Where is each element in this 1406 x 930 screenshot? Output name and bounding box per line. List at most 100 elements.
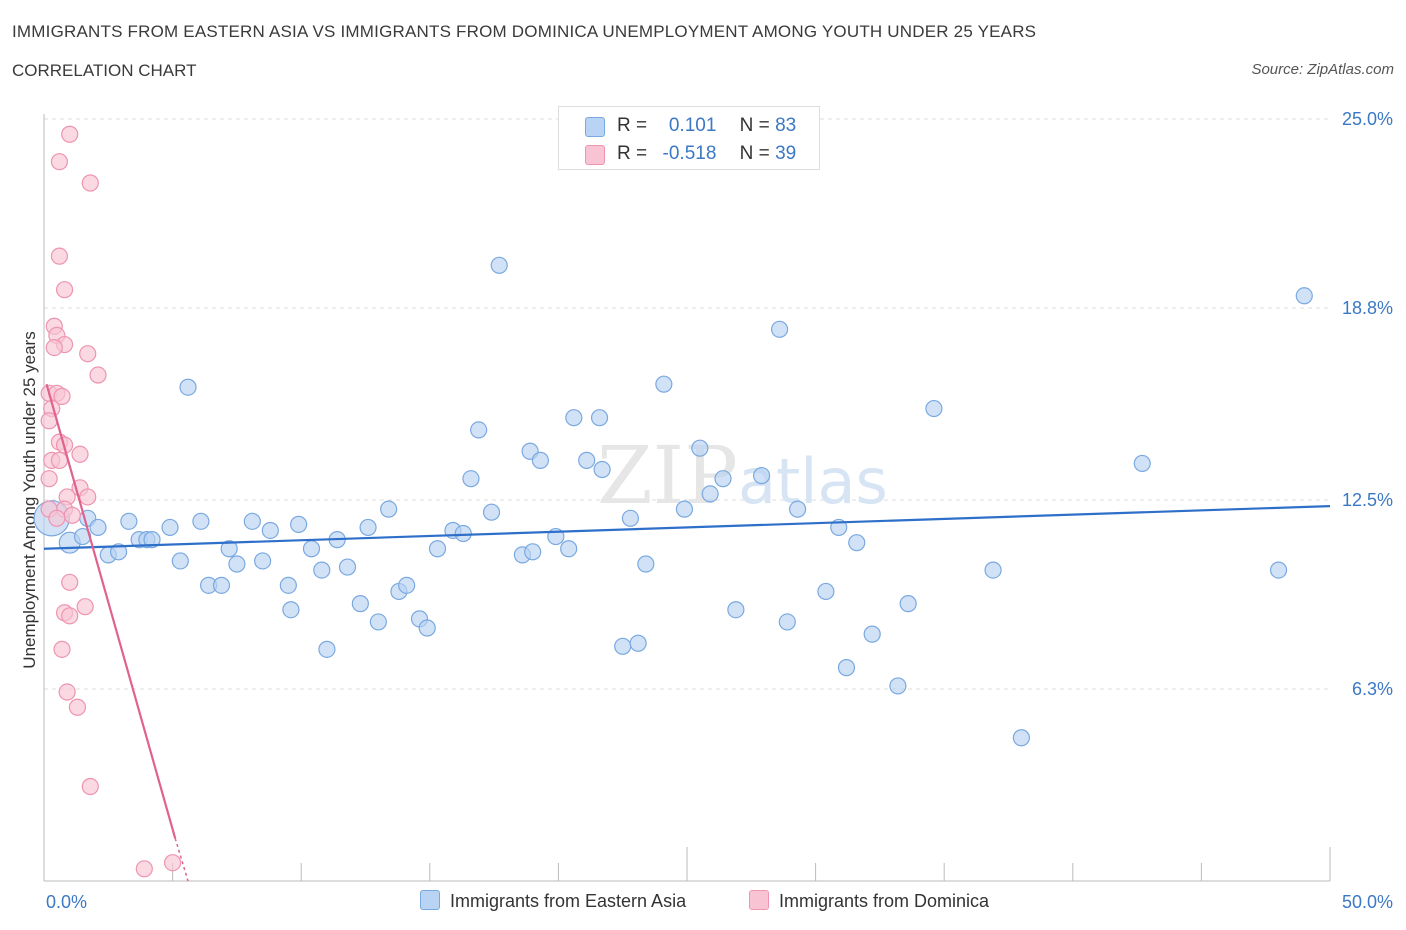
point-eastern-asia-79 [1133,454,1151,473]
n-label: N = [739,143,770,164]
legend-text-dominica: R = -0.518 N = 39 [617,143,796,165]
y-tick-label-1: 18.8% [1342,298,1393,318]
point-eastern-asia-58 [637,555,655,573]
watermark: ZIPatlas [597,429,888,522]
point-eastern-asia-63 [714,470,732,488]
point-eastern-asia-31 [359,518,377,537]
point-dominica-9 [79,345,97,363]
point-dominica-35 [68,698,87,716]
point-eastern-asia-48 [531,451,549,469]
r-value-dominica: -0.518 [662,143,717,164]
point-eastern-asia-22 [279,576,297,594]
point-eastern-asia-25 [302,540,321,558]
point-dominica-36 [81,777,99,796]
point-eastern-asia-59 [655,375,673,393]
point-eastern-asia-42 [470,421,488,439]
point-dominica-3 [50,247,69,265]
point-eastern-asia-11 [161,518,179,537]
r-label: R = [617,143,648,164]
point-eastern-asia-80 [1269,561,1288,579]
legend-swatch-dominica [585,145,605,165]
bottom-legend-eastern-asia: Immigrants from Eastern Asia [420,890,686,912]
point-eastern-asia-33 [380,500,398,518]
point-eastern-asia-62 [701,485,719,503]
point-eastern-asia-26 [313,561,331,579]
n-value-eastern-asia: 83 [775,115,797,136]
point-eastern-asia-19 [243,512,261,530]
point-dominica-8 [45,339,63,357]
point-eastern-asia-50 [560,540,578,558]
point-dominica-1 [50,153,69,171]
bottom-legend-label-dominica: Immigrants from Dominica [779,891,990,911]
point-eastern-asia-47 [524,543,542,561]
point-eastern-asia-23 [282,601,300,619]
point-eastern-asia-69 [817,582,835,601]
y-axis-label: Unemployment Among Youth under 25 years [20,331,39,668]
bottom-legend-swatch-dominica [749,890,769,910]
legend-swatch-eastern-asia [585,117,605,137]
bottom-legend-label-eastern-asia: Immigrants from Eastern Asia [450,891,687,911]
bottom-legend-dominica: Immigrants from Dominica [749,890,989,912]
source-label: Source: ZipAtlas.com [1251,61,1394,78]
r-value-eastern-asia: 0.101 [668,115,717,136]
point-dominica-28 [48,509,66,527]
point-eastern-asia-17 [220,540,238,558]
point-dominica-20 [50,451,69,469]
point-eastern-asia-12 [171,552,189,570]
legend-text-eastern-asia: R = 0.101 N = 83 [617,115,796,137]
point-dominica-29 [61,573,79,591]
y-tick-label-3: 6.3% [1352,679,1393,699]
point-eastern-asia-74 [889,677,907,695]
point-eastern-asia-68 [788,500,807,518]
point-eastern-asia-29 [338,558,357,576]
point-eastern-asia-56 [621,509,640,527]
point-dominica-37 [135,860,153,878]
point-eastern-asia-44 [490,256,508,274]
point-eastern-asia-72 [848,534,866,552]
point-eastern-asia-41 [462,470,480,488]
point-eastern-asia-32 [369,613,387,631]
chart-subtitle: CORRELATION CHART [12,61,197,80]
x-tick-label-max: 50.0% [1342,892,1393,912]
point-dominica-2 [81,174,99,192]
trendline-dominica [45,383,177,839]
point-dominica-38 [164,854,182,872]
point-eastern-asia-27 [318,640,336,658]
point-eastern-asia-20 [254,552,272,570]
point-eastern-asia-54 [593,460,611,479]
point-dominica-10 [89,366,107,384]
point-eastern-asia-35 [398,576,416,594]
point-dominica-26 [63,506,81,524]
point-eastern-asia-60 [675,500,694,518]
y-tick-label-0: 25.0% [1342,109,1393,129]
r-label: R = [617,115,648,136]
point-eastern-asia-51 [565,409,583,427]
point-dominica-0 [61,125,79,143]
point-eastern-asia-4 [89,518,107,537]
n-value-dominica: 39 [775,143,797,164]
point-eastern-asia-76 [925,399,943,418]
point-eastern-asia-24 [290,515,308,533]
point-dominica-24 [79,488,97,506]
point-eastern-asia-55 [614,637,632,655]
point-eastern-asia-16 [212,576,231,594]
y-tick-label-2: 12.5% [1342,490,1393,510]
point-eastern-asia-78 [1012,729,1030,747]
point-eastern-asia-38 [428,540,447,558]
point-eastern-asia-21 [261,521,279,540]
trendline-eastern-asia [43,504,1331,550]
point-dominica-32 [61,607,79,625]
point-dominica-21 [40,470,58,488]
point-eastern-asia-7 [120,512,138,530]
point-eastern-asia-57 [629,634,647,652]
point-eastern-asia-73 [863,625,881,643]
point-dominica-18 [71,445,89,463]
point-eastern-asia-81 [1295,287,1313,305]
point-eastern-asia-10 [143,531,161,549]
trendline-dominica-extension [174,838,189,882]
watermark-zip: ZIP [597,429,738,522]
point-eastern-asia-13 [179,378,197,396]
point-eastern-asia-30 [351,595,369,613]
point-eastern-asia-66 [770,320,789,338]
point-eastern-asia-6 [109,543,128,561]
